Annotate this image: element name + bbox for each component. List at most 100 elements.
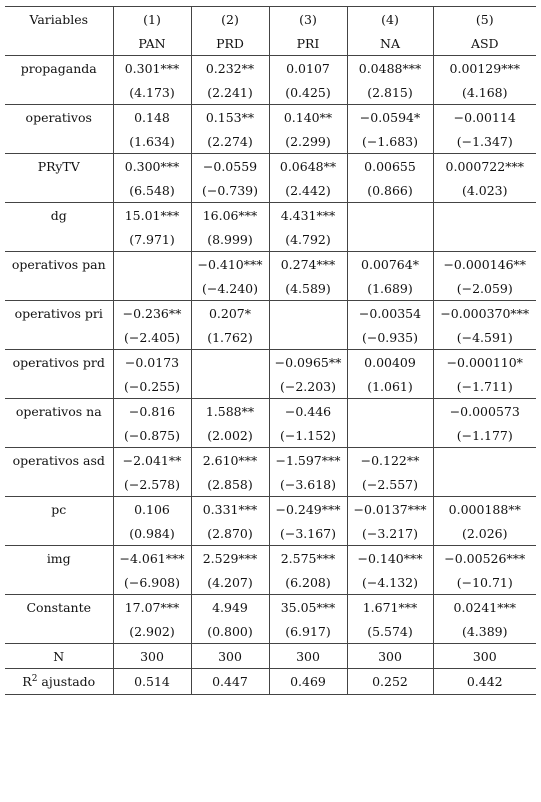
coefficient-cell: 2.529***	[190, 545, 269, 570]
tstat-cell: (−6.908)	[112, 570, 191, 595]
coefficient-cell	[346, 398, 433, 423]
table-row-coefficients: operativos asd −2.041** 2.610*** −1.597*** −…	[5, 447, 536, 472]
table-row-r2: R2 ajustado 0.514 0.447 0.469 0.252 0.442	[5, 668, 536, 695]
blank-label	[5, 227, 113, 252]
coefficient-cell: −1.597***	[268, 447, 347, 472]
header-row-numbers: Variables (1) (2) (3) (4) (5)	[5, 6, 536, 31]
tstat-cell: (0.866)	[346, 178, 433, 203]
coefficient-cell: 0.0648**	[268, 153, 347, 178]
tstat-cell: (−10.71)	[432, 570, 536, 595]
blank-label	[5, 570, 113, 595]
coefficient-cell: −0.000573	[432, 398, 536, 423]
r2-cell: 0.442	[432, 668, 536, 695]
tstat-cell: (4.389)	[432, 619, 536, 644]
coefficient-cell: 1.671***	[346, 594, 433, 619]
coefficient-cell: 0.301***	[112, 55, 191, 80]
tstat-cell: (4.207)	[190, 570, 269, 595]
tstat-cell	[190, 374, 269, 399]
tstat-cell: (−0.255)	[112, 374, 191, 399]
coefficient-cell: −0.000370***	[432, 300, 536, 325]
tstat-cell: (1.762)	[190, 325, 269, 350]
tstat-cell: (4.023)	[432, 178, 536, 203]
variable-label: pc	[51, 501, 67, 517]
variable-label: img	[46, 550, 71, 566]
tstat-cell: (−2.203)	[268, 374, 347, 399]
variable-label: Constante	[26, 599, 91, 615]
table-row-coefficients: operativos 0.148 0.153** 0.140** −0.0594* −0.…	[5, 104, 536, 129]
tstat-cell: (5.574)	[346, 619, 433, 644]
coefficient-cell: 0.00764*	[346, 251, 433, 276]
table-row-tstats: (0.984) (2.870) (−3.167) (−3.217) (2.026)	[5, 521, 536, 546]
r2-label-prefix: R	[22, 674, 32, 689]
tstat-cell: (−3.618)	[268, 472, 347, 497]
tstat-cell: (−2.405)	[112, 325, 191, 350]
r2-cell: 0.447	[190, 668, 269, 695]
coefficient-cell: −0.816	[112, 398, 191, 423]
coefficient-cell: 0.00129***	[432, 55, 536, 80]
coefficient-cell: 0.0107	[268, 55, 347, 80]
tstat-cell	[268, 325, 347, 350]
tstat-cell: (8.999)	[190, 227, 269, 252]
blank-label	[5, 276, 113, 301]
coefficient-cell: −0.000110*	[432, 349, 536, 374]
blank-label	[5, 423, 113, 448]
n-cell: 300	[346, 643, 433, 669]
header-blank	[5, 31, 113, 56]
table-body: propaganda 0.301*** 0.232** 0.0107 0.0488***…	[5, 55, 536, 695]
coefficient-cell: 1.588**	[190, 398, 269, 423]
coefficient-cell: 0.000188**	[432, 496, 536, 521]
tstat-cell: (−2.059)	[432, 276, 536, 301]
table-row-coefficients: Constante 17.07*** 4.949 35.05*** 1.671*** 0.…	[5, 594, 536, 619]
coefficient-cell: −4.061***	[112, 545, 191, 570]
tstat-cell: (0.425)	[268, 80, 347, 105]
coefficient-cell: 35.05***	[268, 594, 347, 619]
tstat-cell	[346, 423, 433, 448]
coefficient-cell: −0.446	[268, 398, 347, 423]
blank-label	[5, 619, 113, 644]
header-variables: Variables	[5, 6, 113, 31]
column-name: PAN	[112, 31, 191, 56]
n-label: N	[5, 643, 113, 669]
column-number: (5)	[432, 6, 536, 31]
coefficient-cell: 4.949	[190, 594, 269, 619]
header-row-names: PAN PRD PRI NA ASD	[5, 31, 536, 56]
coefficient-cell	[346, 202, 433, 227]
coefficient-cell: −0.0559	[190, 153, 269, 178]
coefficient-cell: −0.00114	[432, 104, 536, 129]
column-name: PRI	[268, 31, 347, 56]
variable-label: operativos	[25, 109, 92, 125]
tstat-cell: (−3.217)	[346, 521, 433, 546]
variable-label: operativos pan	[11, 256, 106, 272]
table-row-tstats: (6.548) (−0.739) (2.442) (0.866) (4.023)	[5, 178, 536, 203]
tstat-cell: (−3.167)	[268, 521, 347, 546]
variable-label: propaganda	[20, 60, 97, 76]
variable-label: operativos pri	[14, 305, 103, 321]
variable-label: PRyTV	[37, 158, 80, 174]
table-row-tstats: (−4.240) (4.589) (1.689) (−2.059)	[5, 276, 536, 301]
tstat-cell: (2.442)	[268, 178, 347, 203]
coefficient-cell	[112, 251, 191, 276]
tstat-cell	[432, 227, 536, 252]
coefficient-cell: −0.249***	[268, 496, 347, 521]
tstat-cell: (2.299)	[268, 129, 347, 154]
coefficient-cell: 16.06***	[190, 202, 269, 227]
table-row-coefficients: operativos prd −0.0173 −0.0965** 0.00409 −0.…	[5, 349, 536, 374]
table-row-tstats: (7.971) (8.999) (4.792)	[5, 227, 536, 252]
regression-table: Variables (1) (2) (3) (4) (5) PAN PRD PR…	[5, 6, 536, 695]
table-row-coefficients: PRyTV 0.300*** −0.0559 0.0648** 0.00655 0.000…	[5, 153, 536, 178]
tstat-cell: (2.870)	[190, 521, 269, 546]
blank-label	[5, 80, 113, 105]
coefficient-cell: 0.0241***	[432, 594, 536, 619]
coefficient-cell: −0.0594*	[346, 104, 433, 129]
variable-label: operativos prd	[12, 354, 105, 370]
coefficient-cell: −2.041**	[112, 447, 191, 472]
blank-label	[5, 129, 113, 154]
coefficient-cell: 2.575***	[268, 545, 347, 570]
coefficient-cell: 0.0488***	[346, 55, 433, 80]
tstat-cell: (6.917)	[268, 619, 347, 644]
column-number: (2)	[190, 6, 269, 31]
tstat-cell: (−1.711)	[432, 374, 536, 399]
coefficient-cell: −0.0965**	[268, 349, 347, 374]
tstat-cell: (1.634)	[112, 129, 191, 154]
table-row-coefficients: operativos pri −0.236** 0.207* −0.00354 −0.0…	[5, 300, 536, 325]
